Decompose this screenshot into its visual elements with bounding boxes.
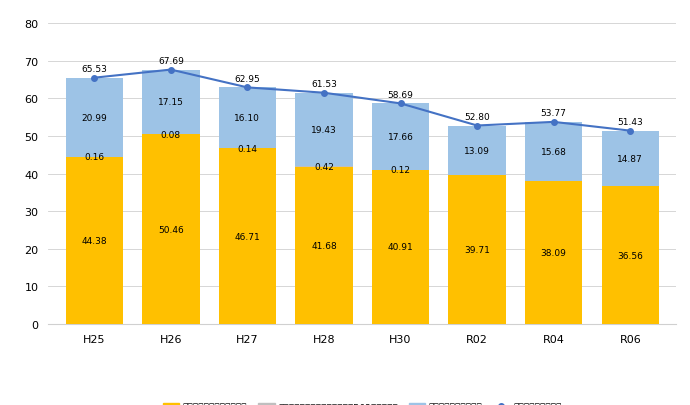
Text: 16.10: 16.10 xyxy=(235,114,260,123)
Text: 20.99: 20.99 xyxy=(81,113,107,122)
Text: 51.43: 51.43 xyxy=(618,118,643,127)
Text: 17.15: 17.15 xyxy=(158,98,184,107)
Bar xyxy=(66,79,123,157)
Text: 19.43: 19.43 xyxy=(311,126,337,134)
Bar xyxy=(602,187,659,324)
Text: 15.68: 15.68 xyxy=(541,147,566,156)
Text: 58.69: 58.69 xyxy=(388,91,413,100)
Bar xyxy=(295,166,353,168)
Bar xyxy=(372,171,429,324)
Bar xyxy=(525,123,582,181)
Text: 46.71: 46.71 xyxy=(235,232,260,241)
Text: 17.66: 17.66 xyxy=(388,133,413,142)
Text: 65.53: 65.53 xyxy=(81,65,107,74)
Bar xyxy=(295,94,353,166)
Bar xyxy=(448,175,506,324)
Text: 0.08: 0.08 xyxy=(161,130,181,139)
Text: 0.16: 0.16 xyxy=(84,153,104,162)
Text: 61.53: 61.53 xyxy=(311,80,337,89)
Text: 41.68: 41.68 xyxy=(311,241,337,250)
Text: 39.71: 39.71 xyxy=(464,245,490,254)
Bar xyxy=(142,135,199,324)
Bar xyxy=(602,131,659,187)
Text: 40.91: 40.91 xyxy=(388,243,413,252)
Text: 44.38: 44.38 xyxy=(81,237,107,245)
Text: 38.09: 38.09 xyxy=(541,248,566,257)
Text: 0.12: 0.12 xyxy=(391,166,411,175)
Bar xyxy=(372,170,429,171)
Bar xyxy=(66,157,123,158)
Text: 52.80: 52.80 xyxy=(464,113,490,121)
Bar xyxy=(219,88,276,149)
Text: 13.09: 13.09 xyxy=(464,146,490,155)
Text: 0.42: 0.42 xyxy=(314,162,334,172)
Text: 0.14: 0.14 xyxy=(237,144,257,153)
Text: 53.77: 53.77 xyxy=(541,109,566,118)
Text: 62.95: 62.95 xyxy=(235,75,260,84)
Bar xyxy=(448,126,506,175)
Text: 14.87: 14.87 xyxy=(618,155,643,164)
Text: 67.69: 67.69 xyxy=(158,57,184,66)
Bar xyxy=(372,104,429,170)
Text: 50.46: 50.46 xyxy=(158,225,184,234)
Text: 36.56: 36.56 xyxy=(618,251,643,260)
Bar xyxy=(219,149,276,324)
Bar xyxy=(142,70,199,135)
Bar xyxy=(525,181,582,324)
Bar xyxy=(66,158,123,324)
Bar xyxy=(295,168,353,324)
Legend: 減量の取組が見込めるもの, 資源化が見込めるものに追加（R02調査より）, 資源化が見込めるもの, 削減が見込めるもの: 減量の取組が見込めるもの, 資源化が見込めるものに追加（R02調査より）, 資源… xyxy=(159,399,565,405)
